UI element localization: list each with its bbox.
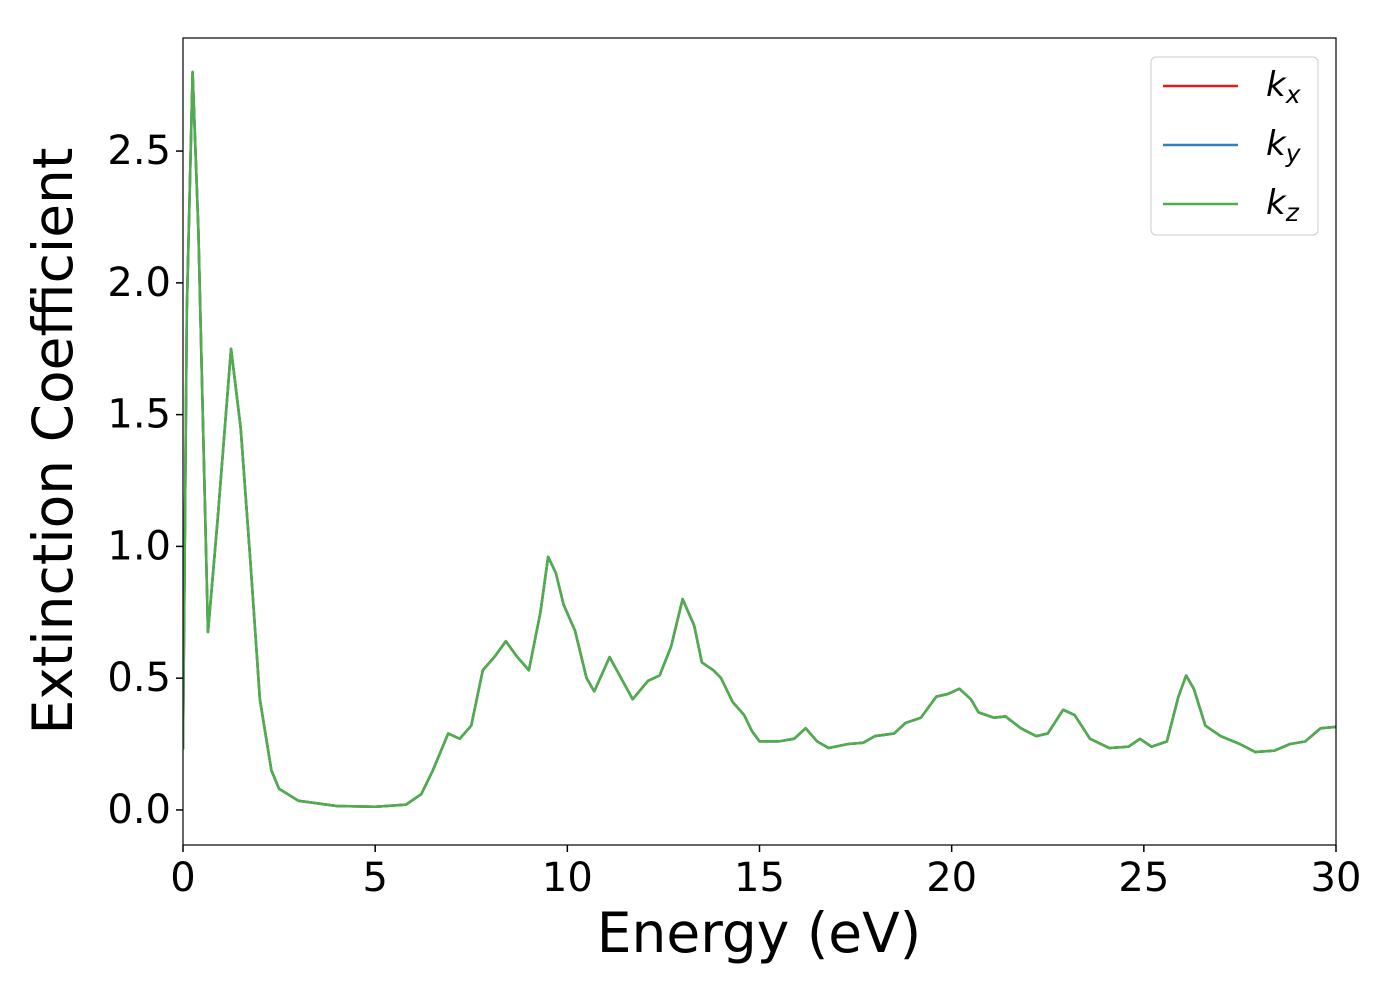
x-axis-label: Energy (eV): [597, 901, 921, 965]
x-tick-label: 15: [734, 855, 785, 901]
x-tick-label: 5: [362, 855, 387, 901]
y-tick-label: 2.0: [107, 260, 171, 306]
legend-label-main: k: [1266, 124, 1287, 164]
x-tick-label: 20: [926, 855, 977, 901]
legend-label-sub: y: [1285, 139, 1302, 168]
x-tick-label: 0: [170, 855, 195, 901]
y-axis-label: Extinction Coefficient: [21, 148, 85, 735]
x-tick-label: 30: [1311, 855, 1362, 901]
legend-label-sub: z: [1285, 198, 1300, 227]
legend-label: ky: [1266, 124, 1302, 169]
y-tick-label: 0.0: [107, 787, 171, 833]
y-tick-label: 0.5: [107, 655, 171, 701]
plot-frame: [182, 37, 1337, 846]
legend-label: kz: [1266, 183, 1300, 228]
legend-label-main: k: [1266, 65, 1287, 105]
y-tick-label: 2.5: [107, 128, 171, 174]
data-line: [183, 70, 1336, 809]
legend-label-main: k: [1266, 183, 1287, 223]
x-tick-label: 25: [1118, 855, 1169, 901]
y-tick-label: 1.5: [107, 392, 171, 438]
legend-label: kx: [1266, 65, 1301, 110]
x-tick-label: 10: [542, 855, 593, 901]
legend-label-sub: x: [1285, 80, 1301, 109]
y-tick-label: 1.0: [107, 523, 171, 569]
